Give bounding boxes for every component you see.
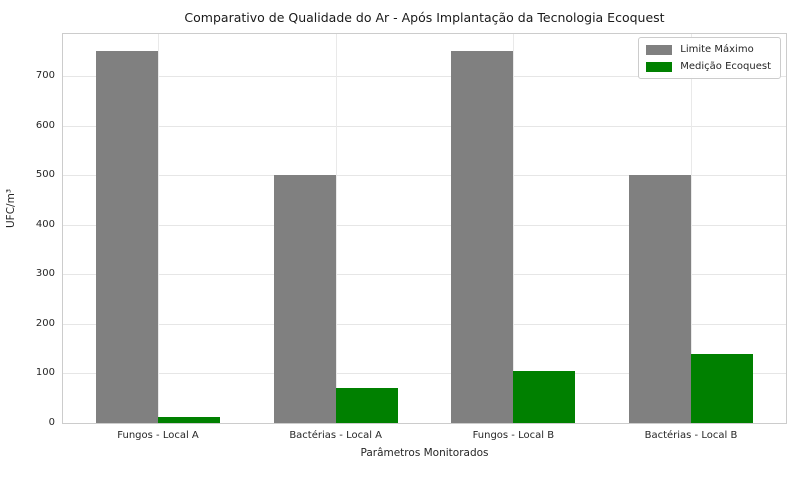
gridline-y-400: [63, 224, 786, 226]
gridline-x-3: [690, 34, 692, 423]
x-tick-label-3: Bactérias - Local B: [644, 430, 738, 441]
bar-limite-m-ximo-2: [451, 51, 514, 423]
bar-limite-m-ximo-1: [273, 175, 336, 423]
chart-title: Comparativo de Qualidade do Ar - Após Im…: [184, 10, 665, 25]
legend-swatch-0: [646, 44, 673, 55]
bar-limite-m-ximo-0: [95, 51, 159, 423]
y-tick-label-200: 200: [35, 317, 55, 329]
bar-medi-o-ecoquest-1: [335, 388, 398, 423]
bar-medi-o-ecoquest-3: [690, 353, 754, 423]
gridline-x-2: [513, 34, 515, 423]
gridline-y-500: [63, 175, 786, 177]
bar-limite-m-ximo-3: [628, 175, 691, 423]
y-tick-label-0: 0: [48, 417, 55, 428]
legend-swatch-1: [646, 61, 673, 72]
bar-medi-o-ecoquest-0: [158, 417, 221, 423]
x-tick-label-1: Bactérias - Local A: [289, 430, 383, 441]
legend-item-1: Medição Ecoquest: [646, 61, 771, 72]
y-tick-label-700: 700: [35, 70, 55, 82]
legend: Limite Máximo Medição Ecoquest: [638, 37, 781, 79]
bar-medi-o-ecoquest-2: [513, 370, 576, 423]
gridline-x-0: [158, 34, 160, 423]
gridline-x-1: [335, 34, 337, 423]
legend-label-1: Medição Ecoquest: [680, 61, 771, 72]
y-tick-label-300: 300: [35, 268, 55, 280]
y-tick-label-100: 100: [35, 367, 55, 379]
plot-area: Limite Máximo Medição Ecoquest 0 100 200 300…: [36, 33, 787, 441]
x-tick-label-2: Fungos - Local B: [472, 430, 555, 441]
y-tick-label-500: 500: [35, 169, 55, 181]
x-axis-label: Parâmetros Monitorados: [360, 447, 489, 459]
gridline-y-600: [63, 125, 786, 127]
gridline-y-200: [63, 323, 786, 325]
gridline-y-100: [63, 373, 786, 375]
y-tick-label-400: 400: [35, 218, 55, 230]
legend-label-0: Limite Máximo: [680, 44, 754, 55]
y-tick-label-600: 600: [35, 119, 55, 131]
legend-item-0: Limite Máximo: [646, 44, 771, 55]
gridline-y-700: [63, 76, 786, 78]
gridline-y-300: [63, 274, 786, 276]
x-tick-label-0: Fungos - Local A: [117, 430, 199, 441]
